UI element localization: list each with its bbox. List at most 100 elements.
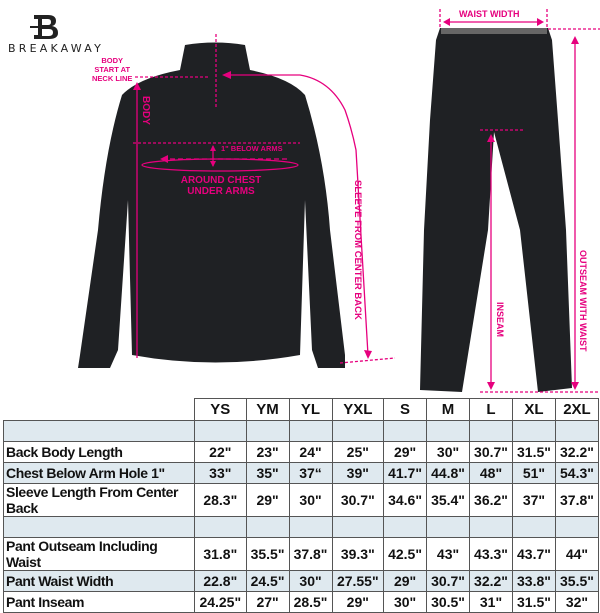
size-header: YXL [331,398,385,421]
measurement-cell: 24" [288,441,333,463]
measurement-cell: 48" [469,462,513,484]
row-label: Chest Below Arm Hole 1" [3,462,195,484]
measurement-cell: 43.7" [511,537,556,571]
measurement-cell: 30.7" [331,483,385,517]
row-label: Pant Outseam Including Waist [3,537,195,571]
garment-drawing [30,9,600,393]
measurement-cell [554,516,600,538]
measurement-cell: 27" [245,591,290,613]
inseam-label: INSEAM [495,302,505,338]
measurement-cell: 37.8" [288,537,333,571]
table-row: Sleeve Length From Center Back 28.3" 29" 30… [3,483,600,517]
measurement-cell [194,420,247,442]
measurement-cell [511,420,556,442]
waist-width-label: WAIST WIDTH [459,9,520,19]
below-arms-label: 1" BELOW ARMS [221,144,283,153]
brand-name: BREAKAWAY [8,42,105,55]
size-header: XL [511,398,556,421]
measurement-cell: 32.2" [554,441,600,463]
measurement-cell [383,516,428,538]
chest-line-2: UNDER ARMS [187,186,255,197]
measurement-cell: 54.3" [554,462,600,484]
measurement-cell [288,516,333,538]
measurement-cell: 22" [194,441,247,463]
measurement-cell: 23" [245,441,290,463]
measurement-cell: 42.5" [383,537,428,571]
body-start-line-3: NECK LINE [92,74,133,83]
body-start-label: BODY START AT NECK LINE [92,56,132,83]
measurement-cell: 31" [469,591,513,613]
measurement-cell: 32.2" [469,570,513,592]
measurement-cell: 31.5" [511,441,556,463]
size-header: S [383,398,428,421]
table-row: Pant Waist Width 22.8" 24.5" 30" 27.55" 29" 30… [3,570,600,592]
measurement-cell: 25" [331,441,385,463]
table-row: Pant Outseam Including Waist 31.8" 35.5" 37… [3,537,600,571]
pants-image [420,28,572,392]
table-row [3,420,600,442]
measurement-cell [511,516,556,538]
measurement-cell: 28.5" [288,591,333,613]
measurement-cell: 44.8" [426,462,470,484]
measurement-cell: 29" [383,570,428,592]
measurement-cell: 28.3" [194,483,247,517]
measurement-cell: 35.5" [554,570,600,592]
measurement-cell: 31.8" [194,537,247,571]
breakaway-logo [30,15,58,39]
measurement-cell [469,516,513,538]
row-label [3,420,195,442]
measurement-cell: 34.6" [383,483,428,517]
measurement-cell [469,420,513,442]
measurement-cell: 30" [383,591,428,613]
measurement-cell: 22.8" [194,570,247,592]
measurement-cell: 24.25" [194,591,247,613]
size-header-row: YS YM YL YXL S M L XL 2XL [3,398,600,421]
measurement-cell: 30" [288,570,333,592]
measurement-cell: 27.55" [331,570,385,592]
header-corner [3,398,195,421]
measurement-cell: 39" [331,462,385,484]
row-label: Pant Inseam [3,591,195,613]
measurement-cell: 37“ [288,462,333,484]
size-header: M [426,398,470,421]
row-label: Sleeve Length From Center Back [3,483,195,517]
table-row: Pant Inseam 24.25" 27" 28.5" 29" 30" 30.5" 31" 3… [3,591,600,613]
measurement-cell: 51" [511,462,556,484]
body-start-line-2: START AT [94,65,131,74]
size-guide-illustration: BREAKAWAY BODY START AT NECK LINE BODY 1… [8,9,600,393]
row-label: Back Body Length [3,441,195,463]
body-label: BODY [140,96,151,125]
measurement-cell [426,420,470,442]
measurement-cell [426,516,470,538]
measurement-cell: 29" [331,591,385,613]
outseam-label: OUTSEAM WITH WAIST [578,250,588,352]
measurement-cell: 41.7" [383,462,428,484]
measurement-cell: 32" [554,591,600,613]
measurement-cell: 44" [554,537,600,571]
arrowheads [133,18,579,390]
measurement-cell: 37" [511,483,556,517]
table-row: Chest Below Arm Hole 1" 33" 35" 37“ 39" 41.7"… [3,462,600,484]
measurement-cell: 35.5" [245,537,290,571]
measurement-cell: 29" [245,483,290,517]
chest-line-1: AROUND CHEST [180,175,262,186]
measurement-cell [194,516,247,538]
size-header: YL [288,398,333,421]
measurement-cell [245,420,290,442]
size-header: 2XL [554,398,600,421]
measurement-cell: 35.4" [426,483,470,517]
measurement-cell: 35" [245,462,290,484]
measurement-cell [245,516,290,538]
measurement-cell: 30.7" [469,441,513,463]
measurement-cell: 29" [383,441,428,463]
table-row: Back Body Length 22" 23" 24" 25" 29" 30" 30.7" 3… [3,441,600,463]
measurement-cell: 30" [288,483,333,517]
measurement-cell: 37.8" [554,483,600,517]
jacket-image [78,42,345,368]
measurement-cell: 33" [194,462,247,484]
measurement-cell: 33.8" [511,570,556,592]
measurement-cell: 30.5" [426,591,470,613]
measurement-cell: 43" [426,537,470,571]
row-label [3,516,195,538]
measurement-cell [331,516,385,538]
